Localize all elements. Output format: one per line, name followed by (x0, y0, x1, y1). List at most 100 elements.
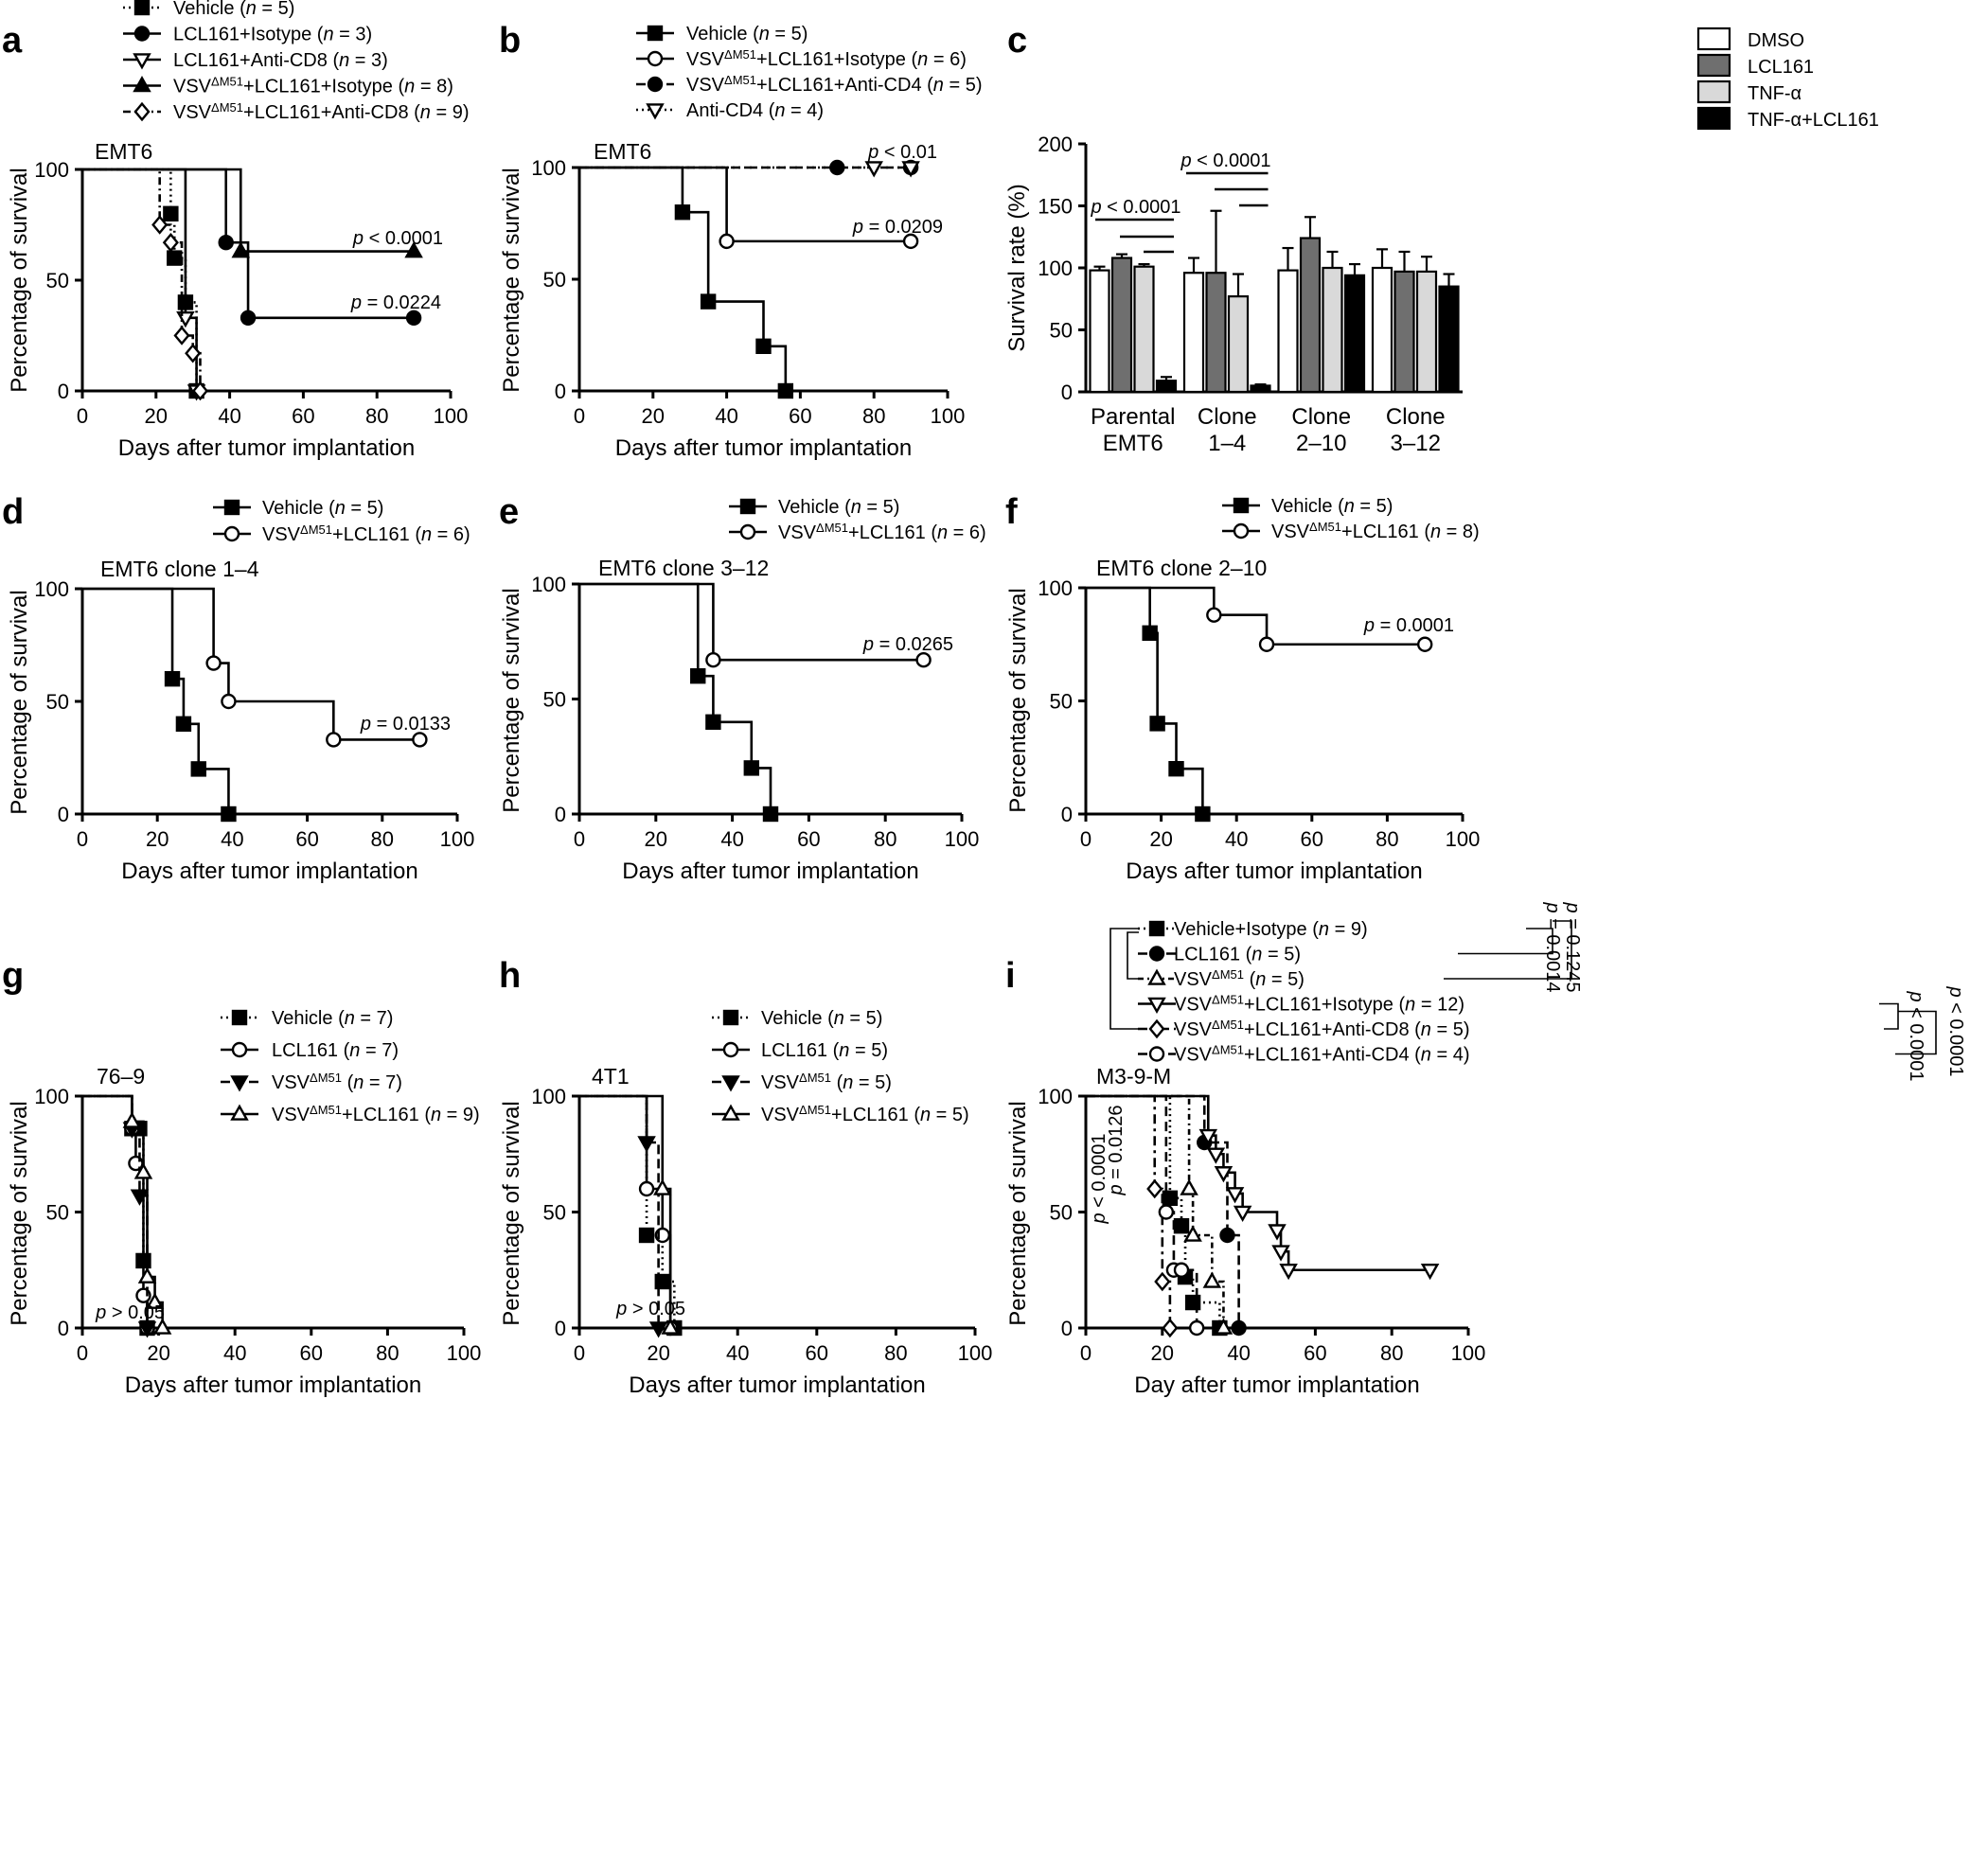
bar (1438, 285, 1460, 394)
series-0: Vehicle (n = 5) (82, 498, 383, 823)
legend-marker (133, 0, 151, 16)
p-value: p > 0.05 (95, 1302, 165, 1323)
panel-label: i (1005, 956, 1016, 996)
series-5: VSVΔM51+LCL161+Anti-CD4 (n = 4) (1086, 1042, 1470, 1337)
x-tick-label: 60 (295, 827, 318, 851)
x-tick-label: 60 (789, 404, 811, 428)
panel-label: c (1007, 21, 1027, 61)
x-tick-label: 80 (1376, 827, 1398, 851)
legend-marker (230, 1104, 249, 1121)
legend-label: Vehicle (n = 7) (272, 1008, 393, 1029)
bar (1343, 274, 1366, 394)
data-point (700, 293, 717, 310)
data-point (175, 716, 192, 732)
data-point (1146, 1178, 1163, 1199)
bar (1227, 295, 1250, 394)
x-tick-label: 40 (221, 827, 243, 851)
panel-label: e (499, 492, 519, 532)
x-axis-label: Days after tumor implantation (629, 1372, 925, 1398)
x-axis-label: Days after tumor implantation (615, 435, 912, 461)
x-tick-label: 100 (1451, 1341, 1486, 1365)
legend-label: LCL161 (1748, 57, 1814, 78)
panel-e: e 0 20 40 60 80 100 0 50 100 Days after tumor impl… (499, 492, 986, 884)
legend-label: VSVΔM51+LCL161 (n = 8) (1271, 520, 1480, 543)
survival-curve (1086, 1094, 1430, 1272)
data-point (152, 1318, 172, 1335)
p-value: p = 0.0265 (862, 634, 953, 655)
panel-c: c 0 50 100 150 200 Survival rate (%) ParentalEM… (1004, 21, 1879, 456)
panel-d: d 0 20 40 60 80 100 0 50 100 Days after tumor impl… (2, 492, 474, 884)
legend-marker (721, 1104, 740, 1121)
legend-label: Vehicle+Isotype (n = 9) (1174, 919, 1368, 940)
data-point (412, 732, 428, 748)
p-value: p < 0.01 (867, 142, 937, 163)
x-tick-label: 40 (1227, 1341, 1250, 1365)
legend-marker (1147, 997, 1166, 1014)
legend-label: VSVΔM51+LCL161+Isotype (n = 6) (686, 47, 967, 71)
data-point (1214, 1318, 1234, 1335)
panel-b: b 0 20 40 60 80 100 0 50 100 Days after tumor impl… (499, 21, 983, 461)
legend-marker (722, 1041, 739, 1058)
bracket-line (1458, 928, 1553, 955)
data-point (1162, 1318, 1179, 1338)
x-axis-label: Days after tumor implantation (125, 1372, 421, 1398)
legend-marker (647, 50, 664, 67)
data-point (1173, 1262, 1190, 1278)
data-point (167, 250, 183, 266)
data-point (404, 241, 423, 258)
legend-label: Vehicle (n = 5) (1271, 496, 1393, 517)
data-point (1149, 716, 1165, 732)
legend-label: VSVΔM51 (n = 5) (1174, 967, 1305, 991)
data-point (902, 233, 919, 250)
data-point (145, 1292, 165, 1309)
x-tick-label: 0 (574, 827, 585, 851)
x-axis-label: Day after tumor implantation (1134, 1372, 1419, 1398)
x-tick-label: 100 (945, 827, 980, 851)
series-1: VSVΔM51+LCL161 (n = 8) (1086, 520, 1480, 652)
x-tick-label: 100 (447, 1341, 482, 1365)
y-tick-label: 0 (1061, 1317, 1073, 1340)
x-tick-label: 20 (147, 1341, 169, 1365)
comparison-p-value: p = 0.0126 (1106, 1105, 1127, 1195)
bracket-line (1109, 928, 1139, 1030)
data-point (1206, 607, 1222, 623)
legend-label: VSVΔM51+LCL161+Anti-CD8 (n = 5) (1174, 1018, 1470, 1041)
y-tick-label: 200 (1038, 133, 1073, 156)
x-tick-label: 60 (1304, 1341, 1326, 1365)
y-tick-label: 0 (58, 380, 69, 403)
series-1: LCL161+Isotype (n = 3) (82, 25, 422, 326)
y-tick-label: 50 (1050, 690, 1073, 714)
panel-label: d (2, 492, 24, 532)
y-tick-label: 100 (1038, 576, 1073, 600)
legend-marker (223, 499, 240, 516)
data-point (240, 310, 257, 326)
y-tick-label: 0 (58, 1317, 69, 1340)
x-tick-label: 20 (645, 827, 667, 851)
legend-label: VSVΔM51+LCL161+Anti-CD8 (n = 9) (173, 100, 470, 124)
legend-label: VSVΔM51+LCL161 (n = 9) (272, 1103, 480, 1126)
legend-label: DMSO (1748, 30, 1804, 51)
legend-marker (1148, 946, 1165, 962)
data-point (762, 806, 779, 823)
x-tick-label: 20 (642, 404, 665, 428)
x-tick-label: 80 (874, 827, 896, 851)
bar (1205, 272, 1227, 394)
legend-marker (133, 101, 151, 122)
comparison-p-value: p < 0.0001 (1945, 985, 1966, 1076)
data-point (164, 671, 181, 687)
data-point (1195, 806, 1211, 823)
p-value: p = 0.0209 (852, 217, 943, 238)
x-axis-label: Days after tumor implantation (622, 859, 918, 884)
x-tick-label: 20 (1151, 1341, 1174, 1365)
survival-curve (579, 1094, 672, 1328)
data-point (1180, 1178, 1198, 1195)
y-tick-label: 0 (1061, 803, 1073, 826)
x-tick-label: 100 (434, 404, 469, 428)
data-point (1268, 1224, 1287, 1241)
bar (1182, 272, 1205, 394)
panel-title: M3-9-M (1096, 1064, 1171, 1089)
y-tick-label: 0 (58, 803, 69, 826)
bar (1089, 269, 1110, 394)
data-point (162, 232, 179, 253)
legend-label: VSVΔM51+LCL161 (n = 5) (761, 1103, 969, 1126)
